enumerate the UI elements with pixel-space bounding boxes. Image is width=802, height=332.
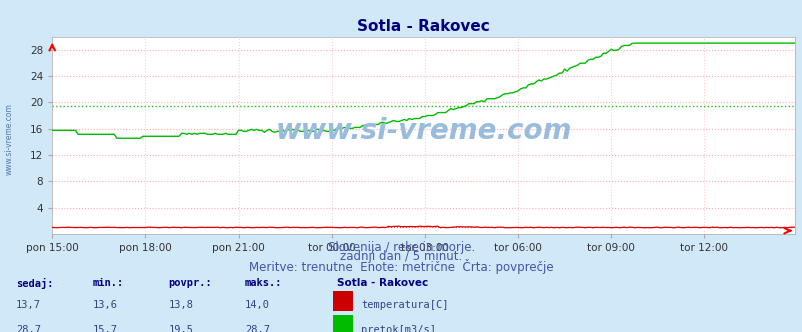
Title: Sotla - Rakovec: Sotla - Rakovec <box>357 19 489 34</box>
Text: zadnji dan / 5 minut.: zadnji dan / 5 minut. <box>340 250 462 263</box>
Text: sedaj:: sedaj: <box>16 278 54 289</box>
Text: www.si-vreme.com: www.si-vreme.com <box>275 117 571 145</box>
Bar <box>333 291 353 310</box>
Text: 13,8: 13,8 <box>168 300 193 310</box>
Text: 28,7: 28,7 <box>16 325 41 332</box>
Text: 13,6: 13,6 <box>92 300 117 310</box>
Text: 13,7: 13,7 <box>16 300 41 310</box>
Text: temperatura[C]: temperatura[C] <box>361 300 448 310</box>
Text: 28,7: 28,7 <box>245 325 269 332</box>
Text: pretok[m3/s]: pretok[m3/s] <box>361 325 435 332</box>
Text: 14,0: 14,0 <box>245 300 269 310</box>
Text: Sotla - Rakovec: Sotla - Rakovec <box>337 278 428 288</box>
Text: Meritve: trenutne  Enote: metrične  Črta: povprečje: Meritve: trenutne Enote: metrične Črta: … <box>249 259 553 274</box>
Text: www.si-vreme.com: www.si-vreme.com <box>5 104 14 175</box>
Text: maks.:: maks.: <box>245 278 282 288</box>
Text: povpr.:: povpr.: <box>168 278 212 288</box>
Text: 15,7: 15,7 <box>92 325 117 332</box>
Text: min.:: min.: <box>92 278 124 288</box>
Bar <box>333 315 353 332</box>
Text: 19,5: 19,5 <box>168 325 193 332</box>
Text: Slovenija / reke in morje.: Slovenija / reke in morje. <box>327 241 475 254</box>
